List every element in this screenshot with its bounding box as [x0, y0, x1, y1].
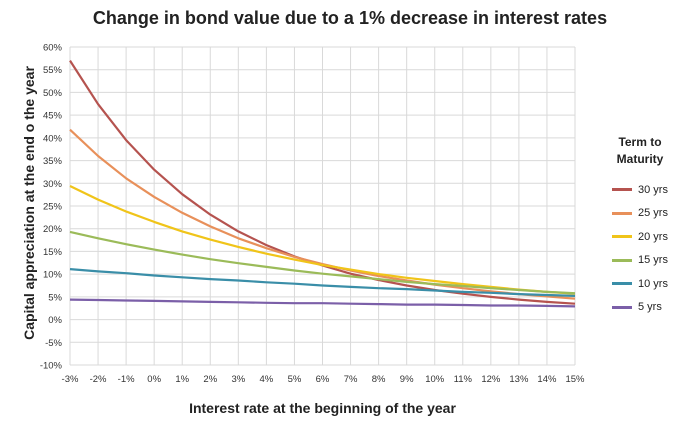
x-tick-label: 2%: [203, 374, 217, 385]
x-tick-label: -1%: [118, 374, 135, 385]
y-tick-label: -5%: [45, 338, 62, 349]
x-tick-label: 8%: [372, 374, 386, 385]
x-tick-label: 13%: [509, 374, 529, 385]
legend-swatch: [612, 188, 632, 192]
legend-swatch: [612, 305, 632, 309]
x-tick-label: -2%: [90, 374, 107, 385]
y-tick-label: 0%: [48, 315, 62, 326]
x-tick-label: 6%: [316, 374, 330, 385]
y-tick-label: 10%: [43, 270, 63, 281]
x-tick-label: 7%: [344, 374, 358, 385]
x-tick-label: 3%: [231, 374, 245, 385]
legend-label: 15 yrs: [638, 254, 668, 267]
y-tick-label: 45%: [43, 111, 63, 122]
x-tick-label: 0%: [147, 374, 161, 385]
legend-label: 10 yrs: [638, 277, 668, 290]
y-tick-label: 55%: [43, 65, 63, 76]
y-tick-label: 60%: [43, 43, 63, 54]
x-tick-label: 10%: [425, 374, 445, 385]
x-tick-label: 15%: [565, 374, 585, 385]
x-tick-label: 14%: [537, 374, 557, 385]
x-tick-label: -3%: [62, 374, 79, 385]
x-axis-label: Interest rate at the beginning of the ye…: [189, 400, 456, 416]
legend-swatch: [612, 211, 632, 215]
legend-item: 20 yrs: [612, 225, 692, 249]
series-line-10-yrs: [69, 268, 576, 297]
y-tick-label: -10%: [40, 361, 63, 372]
series-line-15-yrs: [69, 230, 576, 295]
y-tick-label: 20%: [43, 224, 63, 235]
y-tick-label: 30%: [43, 179, 63, 190]
y-tick-label: 5%: [48, 292, 62, 303]
legend-item: 15 yrs: [612, 249, 692, 273]
legend: 30 yrs 25 yrs 20 yrs 15 yrs 10 yrs 5 yrs: [612, 178, 692, 319]
x-tick-label: 12%: [481, 374, 501, 385]
legend-item: 25 yrs: [612, 202, 692, 226]
x-tick-label: 5%: [288, 374, 302, 385]
legend-swatch: [612, 258, 632, 262]
y-tick-label: 35%: [43, 156, 63, 167]
legend-swatch: [612, 235, 632, 239]
legend-label: 20 yrs: [638, 230, 668, 243]
legend-label: 5 yrs: [638, 301, 662, 314]
y-axis-label: Capital appreciation at the end o the ye…: [21, 66, 37, 340]
x-tick-label: 1%: [175, 374, 189, 385]
series-line-5-yrs: [69, 298, 576, 308]
chart-title: Change in bond value due to a 1% decreas…: [92, 8, 608, 28]
legend-title: Term to Maturity: [616, 135, 664, 166]
legend-label: 25 yrs: [638, 207, 668, 220]
legend-label: 30 yrs: [638, 183, 668, 196]
y-tick-label: 50%: [43, 88, 63, 99]
x-tick-label: 11%: [454, 374, 473, 385]
series-line-20-yrs: [69, 185, 576, 295]
legend-item: 5 yrs: [612, 296, 692, 320]
x-tick-label: 4%: [260, 374, 274, 385]
y-tick-label: 15%: [43, 247, 63, 258]
y-tick-label: 25%: [43, 202, 63, 213]
y-tick-label: 40%: [43, 133, 63, 144]
legend-item: 30 yrs: [612, 178, 692, 202]
x-tick-label: 9%: [400, 374, 414, 385]
legend-swatch: [612, 282, 632, 286]
legend-item: 10 yrs: [612, 272, 692, 296]
